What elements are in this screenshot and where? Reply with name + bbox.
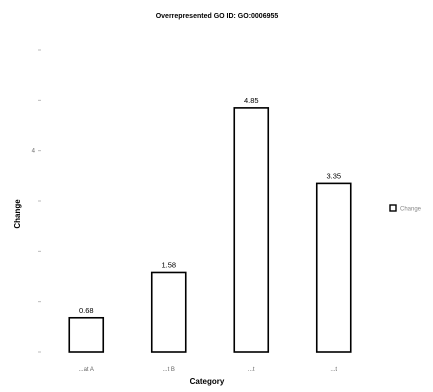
legend-swatch: [389, 204, 397, 212]
y-axis-label: Change: [13, 199, 22, 229]
y-axis: 4: [32, 49, 41, 353]
bar: [233, 107, 270, 353]
x-axis-label: Category: [190, 377, 225, 386]
bar-data-label: 3.35: [326, 171, 341, 180]
bar-data-label: 0.68: [79, 306, 94, 315]
y-tick-label: 4: [32, 149, 36, 155]
data-labels-group: 0.68 1.58 4.85 3.35: [79, 96, 341, 315]
x-tick-label: ...t B: [163, 367, 175, 373]
bars-group: [68, 107, 352, 353]
bar: [68, 316, 105, 353]
chart-title: Overrepresented GO ID: GO:0006955: [156, 13, 279, 20]
x-tick-labels-group: ...at A ...t B ...t ...t: [79, 367, 338, 373]
bar: [315, 182, 352, 353]
bar-data-label: 4.85: [244, 96, 259, 105]
x-tick-label: ...t: [248, 367, 255, 373]
x-tick-label: ...at A: [79, 367, 94, 373]
x-tick-label: ...t: [330, 367, 337, 373]
bar-data-label: 1.58: [161, 260, 176, 269]
legend: Change: [389, 204, 422, 213]
bar: [150, 271, 187, 353]
legend-entry-label: Change: [400, 207, 422, 213]
